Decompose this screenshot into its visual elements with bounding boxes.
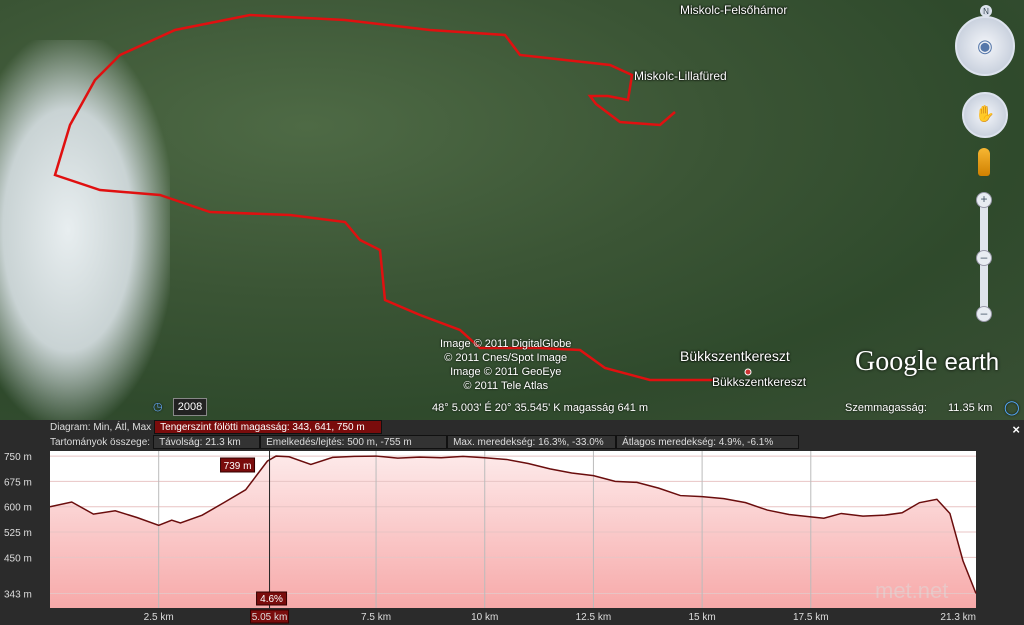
cursor-x-badge <box>250 609 290 624</box>
place-label: Miskolc-Felsőhámor <box>680 3 788 17</box>
x-tick-label: 2.5 km <box>144 612 174 623</box>
zoom-slider-handle[interactable]: – <box>976 250 992 266</box>
place-label: Bükkszentkereszt <box>680 348 790 364</box>
range-sum-label: Tartományok összege: <box>50 436 151 448</box>
y-tick-label: 750 m <box>4 452 32 463</box>
streaming-indicator-icon: ◯ <box>1004 399 1020 415</box>
diagram-value[interactable]: Tengerszint fölötti magasság: 343, 641, … <box>154 420 383 434</box>
place-marker <box>744 368 752 376</box>
move-joystick-icon[interactable]: ✋ <box>962 92 1008 138</box>
y-tick-label: 675 m <box>4 477 32 488</box>
eye-altitude-label: Szemmagasság: <box>845 402 927 414</box>
historical-imagery-clock-icon[interactable]: ◷ <box>153 401 163 413</box>
y-tick-label: 600 m <box>4 503 32 514</box>
imagery-year[interactable]: 2008 <box>173 398 207 416</box>
elevation-line <box>49 455 977 594</box>
y-tick-label: 525 m <box>4 528 32 539</box>
eye-altitude-value: 11.35 km <box>948 402 993 414</box>
y-tick-label: 450 m <box>4 553 32 564</box>
max-slope-stat: Max. meredekség: 16.3%, -33.0% <box>447 435 617 449</box>
cloud-area <box>0 40 170 420</box>
y-tick-label: 343 m <box>4 589 32 600</box>
x-tick-label: 5.05 km <box>252 612 288 623</box>
street-view-pegman-icon[interactable] <box>978 148 990 176</box>
look-joystick-icon[interactable]: ◉ <box>955 16 1015 76</box>
route-path <box>53 13 752 382</box>
cursor-slope-label: 4.6% <box>260 594 283 605</box>
zoom-in-icon[interactable]: + <box>976 192 992 208</box>
x-tick-label: 7.5 km <box>361 612 391 623</box>
coordinates-readout: 48° 5.003' É 20° 35.545' K magasság 641 … <box>432 402 649 414</box>
map-view[interactable]: Miskolc-Felsőhámor Miskolc-Lillafüred Bü… <box>0 0 1024 420</box>
distance-stat: Távolság: 21.3 km <box>153 435 261 449</box>
diagram-label: Diagram: Min, Átl, Max <box>50 421 152 433</box>
status-bar: ◷ 48° 5.003' É 20° 35.545' K magasság 64… <box>0 398 1024 418</box>
place-label: Miskolc-Lillafüred <box>634 69 727 83</box>
place-label: Bükkszentkereszt <box>712 375 807 389</box>
google-earth-logo: Google earth <box>855 346 1000 377</box>
x-tick-label: 10 km <box>471 612 498 623</box>
x-tick-label: 15 km <box>688 612 715 623</box>
x-tick-label: 12.5 km <box>576 612 612 623</box>
x-tick-label: 17.5 km <box>793 612 829 623</box>
cursor-slope-badge <box>256 591 288 606</box>
elevation-gain-loss-stat: Emelkedés/lejtés: 500 m, -755 m <box>260 435 448 449</box>
elevation-chart[interactable]: 750 m 675 m 600 m 525 m 450 m 343 m 2.5 km 5.05… <box>0 448 1024 625</box>
zoom-out-icon[interactable]: – <box>976 306 992 322</box>
x-tick-label: 21.3 km <box>940 612 976 623</box>
watermark: met.net <box>875 578 948 603</box>
imagery-copyright: Image © 2011 DigitalGlobe © 2011 Cnes/Spo… <box>440 338 572 392</box>
avg-slope-stat: Átlagos meredekség: 4.9%, -6.1% <box>616 435 800 449</box>
cursor-elevation-badge <box>220 457 256 473</box>
cursor-elevation-label: 739 m <box>224 461 252 472</box>
close-button[interactable]: × <box>1012 422 1020 437</box>
